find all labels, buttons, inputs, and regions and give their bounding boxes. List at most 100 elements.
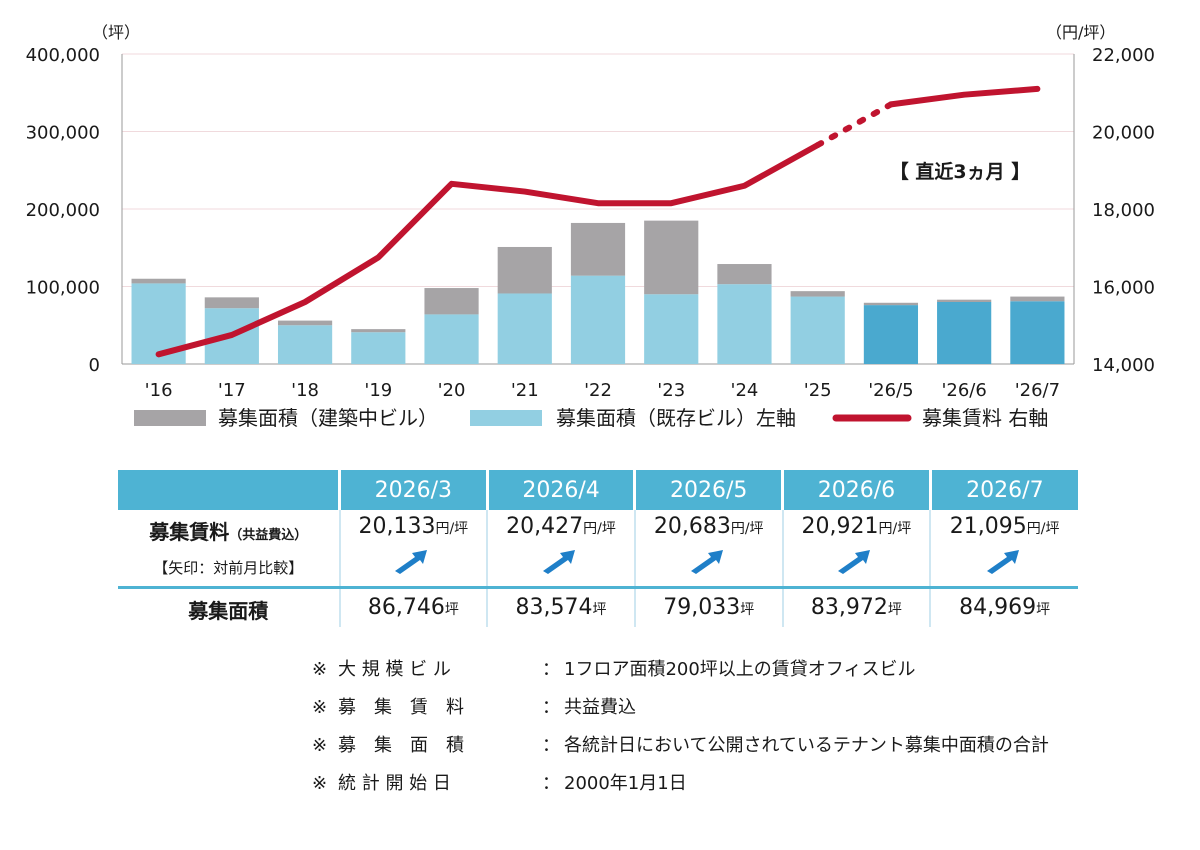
area-value: 79,033	[663, 595, 741, 620]
rent-value: 20,921	[801, 514, 879, 539]
note-term: 大 規 模 ビ ル	[338, 659, 451, 680]
rent-unit: 円/坪	[1026, 521, 1060, 537]
rent-cell: 20,427円/坪	[487, 510, 636, 589]
note-item: ※ 大 規 模 ビ ル ： 1フロア面積200坪以上の賃貸オフィスビル	[312, 655, 1049, 693]
area-row: 募集面積 86,746坪 83,574坪 79,033坪 83,972坪 84,…	[118, 587, 1078, 628]
bar-existing	[497, 293, 552, 364]
bar-under-construction	[717, 264, 772, 285]
area-value: 86,746	[367, 595, 445, 620]
rent-cell: 20,683円/坪	[634, 510, 784, 589]
left-axis-unit: （坪）	[92, 23, 140, 42]
x-tick-label: '22	[584, 380, 612, 401]
bar-under-construction	[424, 288, 479, 315]
area-value: 83,574	[515, 595, 593, 620]
x-tick-label: '21	[511, 380, 539, 401]
up-right-arrow-icon	[784, 545, 930, 577]
area-cell: 83,574坪	[487, 587, 636, 627]
note-term: 統 計 開 始 日	[338, 773, 451, 794]
note-term: 募 集 面 積	[338, 735, 464, 756]
x-tick-label: '26/7	[1015, 380, 1060, 401]
area-unit: 坪	[887, 602, 902, 618]
rent-line	[155, 142, 821, 358]
rent-value: 21,095	[949, 514, 1027, 539]
left-tick-label: 400,000	[26, 45, 100, 66]
table-header-month: 2026/5	[634, 470, 785, 510]
area-unit: 坪	[592, 602, 607, 618]
note-mark: ※	[312, 697, 328, 718]
note-description: 2000年1月1日	[564, 773, 687, 794]
bar-existing	[644, 294, 699, 364]
bar-under-construction	[277, 320, 333, 326]
area-unit: 坪	[740, 602, 755, 618]
right-tick-label: 18,000	[1092, 200, 1155, 221]
x-tick-label: '26/6	[941, 380, 986, 401]
left-tick-label: 0	[89, 355, 100, 376]
legend-swatch-under-construction	[134, 410, 206, 426]
note-separator: ：	[542, 659, 560, 680]
left-tick-label: 100,000	[26, 278, 100, 299]
table-header-month: 2026/7	[930, 470, 1078, 510]
rent-row: 募集賃料（共益費込） 【矢印：対前月比較】 20,133円/坪 20,427円/…	[118, 510, 1078, 589]
x-tick-label: '19	[364, 380, 392, 401]
recent-months-annotation: 【 直近3ヵ月 】	[890, 160, 1030, 183]
rent-value: 20,133	[358, 514, 436, 539]
bar-existing	[570, 275, 626, 364]
rent-cell: 20,133円/坪	[339, 510, 489, 589]
right-tick-label: 20,000	[1092, 123, 1155, 144]
right-tick-label: 22,000	[1092, 45, 1155, 66]
up-right-arrow-icon	[488, 545, 634, 577]
area-row-label: 募集面積	[118, 587, 341, 627]
summary-table: 2026/3 2026/4 2026/5 2026/6 2026/7 募集賃料（…	[118, 470, 1078, 627]
bar-existing	[863, 305, 919, 364]
right-axis-unit: （円/坪）	[1046, 23, 1115, 42]
rent-value: 20,427	[506, 514, 584, 539]
note-separator: ：	[542, 697, 560, 718]
bar-under-construction	[351, 329, 406, 333]
rent-line-recent	[887, 85, 1041, 108]
area-value: 83,972	[810, 595, 888, 620]
area-label: 募集面積	[188, 599, 269, 623]
x-tick-label: '23	[657, 380, 685, 401]
bar-under-construction	[644, 220, 699, 295]
x-tick-label: '26/5	[868, 380, 913, 401]
x-tick-label: '18	[291, 380, 319, 401]
rent-unit: 円/坪	[730, 521, 764, 537]
bar-existing	[937, 302, 992, 364]
area-cell: 84,969坪	[930, 588, 1078, 628]
note-item: ※ 募 集 面 積 ：各統計日において公開されているテナント募集中面積の合計	[312, 731, 1049, 769]
bar-existing	[1010, 301, 1065, 364]
rent-unit: 円/坪	[878, 521, 912, 537]
table-header-empty	[118, 470, 341, 510]
rent-row-title: 募集賃料（共益費込）	[118, 516, 339, 545]
note-separator: ：	[542, 773, 560, 794]
x-tick-label: '20	[438, 380, 466, 401]
bar-under-construction	[937, 299, 992, 302]
bar-existing	[790, 296, 845, 364]
table-header-row: 2026/3 2026/4 2026/5 2026/6 2026/7	[118, 470, 1078, 510]
note-separator: ：	[542, 735, 560, 756]
up-right-arrow-icon	[931, 545, 1078, 577]
area-unit: 坪	[1036, 602, 1051, 618]
note-description: 共益費込	[564, 697, 636, 718]
area-value: 84,969	[959, 595, 1037, 620]
note-item: ※ 募 集 賃 料 ：共益費込	[312, 693, 1049, 731]
rent-label-sub: （共益費込）	[229, 528, 308, 543]
legend-label-existing: 募集面積（既存ビル）左軸	[556, 406, 796, 430]
up-right-arrow-icon	[636, 545, 782, 577]
bar-under-construction	[497, 246, 552, 294]
area-cell: 86,746坪	[339, 587, 489, 627]
bar-under-construction	[570, 222, 626, 276]
bar-existing	[351, 332, 406, 364]
bar-under-construction	[131, 278, 186, 284]
rent-line-dotted	[814, 101, 894, 149]
x-tick-label: '24	[731, 380, 759, 401]
left-tick-label: 300,000	[26, 123, 100, 144]
table-header-month: 2026/6	[782, 470, 932, 510]
rent-label: 募集賃料	[149, 520, 230, 544]
x-tick-label: '25	[804, 380, 832, 401]
rent-unit: 円/坪	[435, 521, 469, 537]
left-tick-label: 200,000	[26, 200, 100, 221]
note-mark: ※	[312, 773, 328, 794]
area-unit: 坪	[444, 602, 459, 618]
rent-cell: 21,095円/坪	[930, 510, 1078, 589]
